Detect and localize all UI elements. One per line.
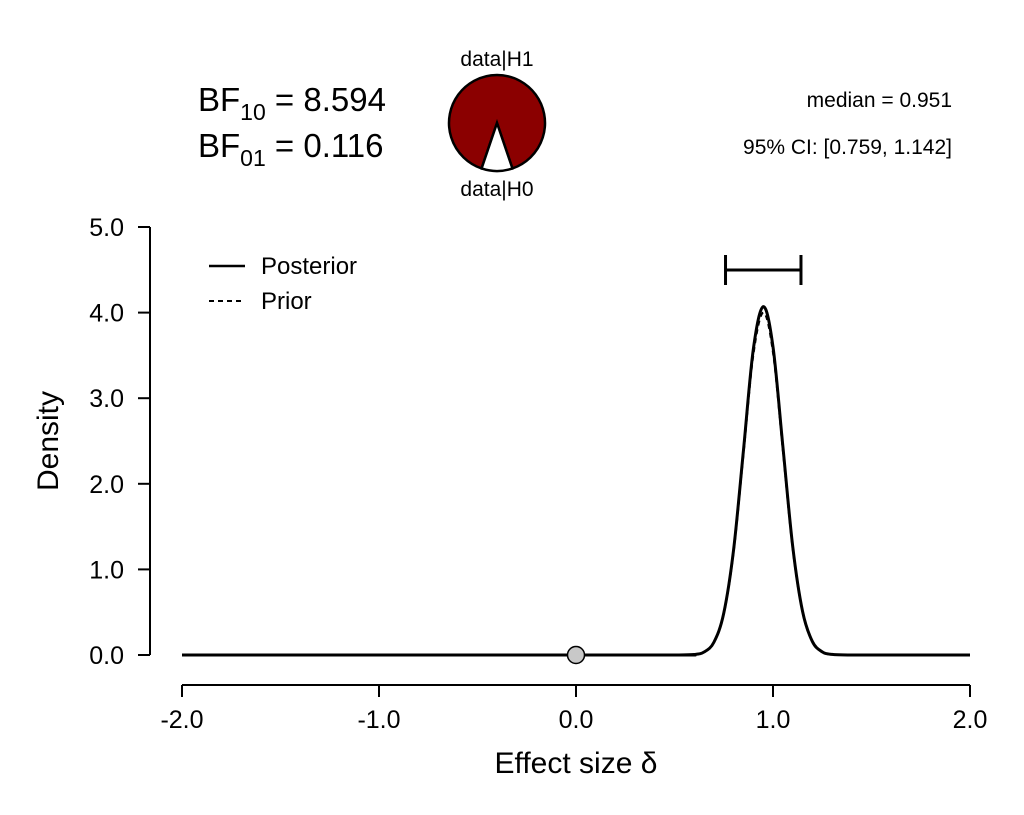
legend-posterior-label: Posterior [261, 253, 357, 280]
median-text: median = 0.951 [807, 89, 952, 112]
posterior-curve [182, 305, 970, 657]
null-point [566, 645, 586, 665]
bf-pie-chart [447, 73, 547, 173]
x-tick-label: 1.0 [756, 706, 791, 734]
bayes-factor-01: BF01 = 0.116 [198, 127, 384, 171]
legend: Posterior Prior [209, 253, 357, 315]
y-tick-label: 2.0 [89, 471, 124, 499]
x-tick-label: -1.0 [357, 706, 400, 734]
pie-label-h1: data|H1 [460, 48, 533, 71]
y-tick-label: 4.0 [89, 300, 124, 328]
plot-area [182, 255, 970, 665]
x-tick-label: 2.0 [953, 706, 988, 734]
svg-text:BF01 = 0.116: BF01 = 0.116 [198, 127, 384, 171]
y-axis-label: Density [32, 391, 65, 491]
x-axis-label: Effect size δ [495, 747, 658, 780]
y-tick-label: 1.0 [89, 556, 124, 584]
legend-prior-label: Prior [261, 288, 312, 315]
y-tick-label: 3.0 [89, 385, 124, 413]
x-tick-label: 0.0 [559, 706, 594, 734]
pie-slice-h0 [479, 119, 515, 173]
svg-text:BF10 = 8.594: BF10 = 8.594 [198, 81, 386, 125]
ci-text: 95% CI: [0.759, 1.142] [743, 136, 952, 159]
y-tick-label: 5.0 [89, 214, 124, 242]
bayes-factor-10: BF10 = 8.594 [198, 81, 386, 125]
axes: 0.0 1.0 2.0 3.0 4.0 5.0 -2.0 -1.0 0.0 1.0 2.0 [89, 214, 987, 734]
x-tick-label: -2.0 [160, 706, 203, 734]
pie-label-h0: data|H0 [460, 178, 533, 201]
y-tick-label: 0.0 [89, 642, 124, 670]
prior-curve [182, 311, 970, 657]
